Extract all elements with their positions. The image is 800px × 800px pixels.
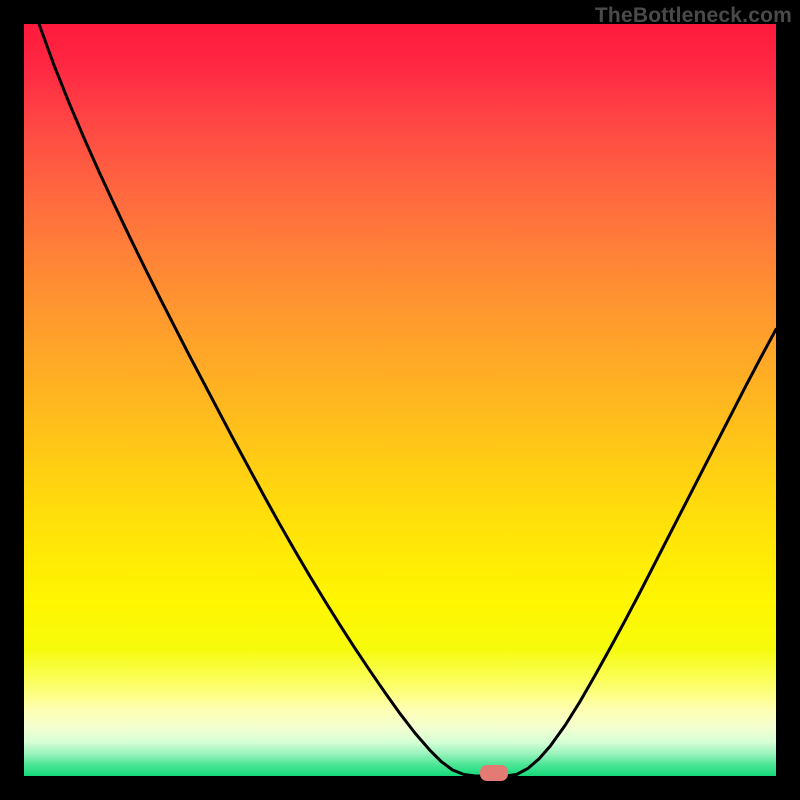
plot-background (24, 24, 776, 776)
bottleneck-curve-chart (0, 0, 800, 800)
watermark-text: TheBottleneck.com (595, 4, 792, 28)
chart-container: TheBottleneck.com (0, 0, 800, 800)
optimal-point-marker (480, 765, 508, 781)
